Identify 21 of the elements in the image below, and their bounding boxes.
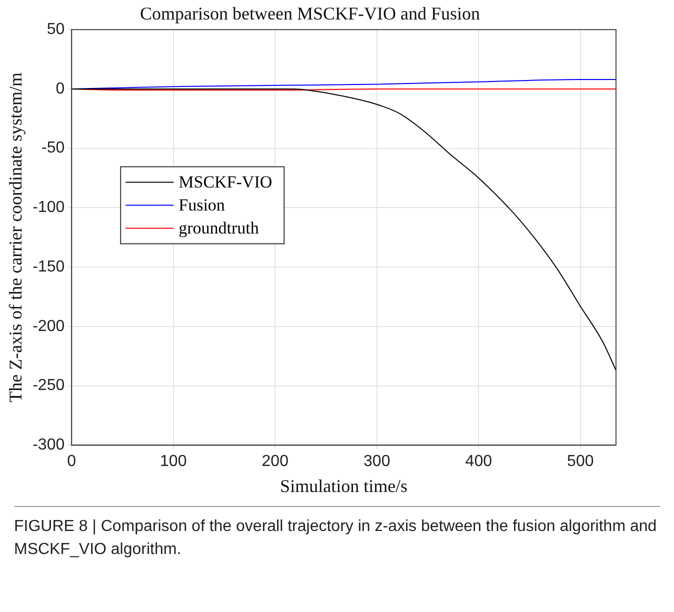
x-tick-label: 400 [465, 453, 492, 470]
x-axis-title: Simulation time/s [280, 476, 408, 496]
y-tick-label: 0 [56, 80, 65, 98]
y-tick-label: -50 [42, 140, 65, 157]
y-tick-label: -100 [32, 199, 65, 216]
y-tick-label: -150 [32, 258, 65, 276]
x-tick-label: 100 [160, 453, 187, 470]
legend-label: Fusion [178, 196, 226, 215]
x-tick-label: 0 [67, 453, 76, 470]
legend-label: groundtruth [178, 218, 260, 238]
x-tick-label: 200 [262, 453, 289, 470]
y-tick-label: -200 [32, 318, 65, 335]
y-axis-title: The Z-axis of the carrier coordinate system/m [6, 72, 26, 402]
y-tick-label: -300 [32, 436, 65, 454]
x-tick-label: 300 [364, 453, 390, 470]
y-tick-label: 50 [46, 21, 65, 38]
legend-label: MSCKF-VIO [178, 172, 272, 192]
caption: FIGURE 8 | Comparison of the overall trajectory in z-axis between the fusion algorithm and MSCKF_VIO algorithm. [14, 506, 660, 562]
x-tick-label: 500 [567, 453, 594, 470]
y-tick-label: -250 [32, 377, 65, 394]
chart-title: Comparison between MSCKF-VIO and Fusion [140, 4, 480, 24]
